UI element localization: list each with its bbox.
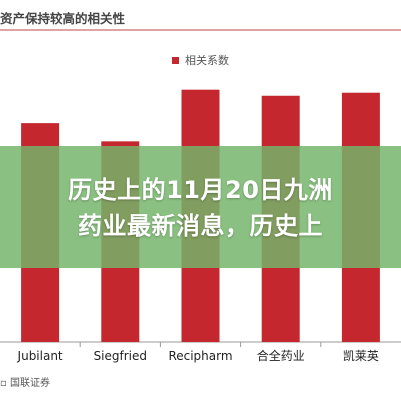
chart-title: 资产保持较高的相关性 xyxy=(0,11,126,26)
chart-legend: 相关系数 xyxy=(172,52,229,68)
x-tick-label-1: Siegfried xyxy=(94,349,147,363)
x-tick-label-0: Jubilant xyxy=(17,349,63,363)
title-overlay-banner xyxy=(0,146,401,268)
x-tick-label-3: 合全药业 xyxy=(257,348,305,363)
legend-label: 相关系数 xyxy=(185,54,229,67)
source-note: ▫ 国联证券 xyxy=(0,374,50,389)
x-tick-label-4: 凯莱英 xyxy=(343,349,379,363)
title-divider xyxy=(0,29,401,31)
legend-swatch xyxy=(172,56,179,64)
source-icon: ▫ xyxy=(0,378,7,389)
x-tick-label-2: Recipharm xyxy=(168,349,232,363)
overlay-headline-line-2: 药业最新消息，历史上 xyxy=(78,212,323,240)
source-label: 国联证券 xyxy=(9,378,50,389)
overlay-headline-line-1: 历史上的11月20日九洲 xyxy=(68,176,333,204)
